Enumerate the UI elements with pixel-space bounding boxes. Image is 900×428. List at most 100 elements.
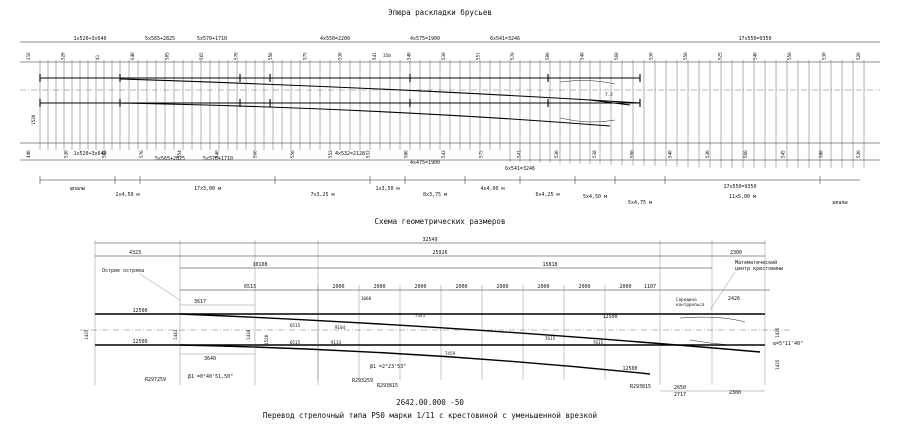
geom-rail-right-bottom: 12500 (622, 366, 637, 372)
spacing-label: 2000 (414, 284, 426, 290)
bottom-group-5: 4x475=1900 (410, 160, 440, 166)
small-number: 550 (787, 52, 793, 60)
segment-label: 5х4,75 м (628, 200, 652, 206)
small-number: 580 (818, 150, 824, 158)
label-frog-center: Математический центр крестовины (735, 260, 783, 272)
small-number: 580 (403, 150, 409, 158)
top-group-3: 5x570+1710 (197, 36, 227, 42)
angle-beta1: β1 =0°40'51,50" (188, 374, 233, 380)
segment-label: 6х4,25 м (535, 192, 559, 198)
segment-label: 2х4,50 м (115, 192, 139, 198)
small-number: 545 (781, 150, 787, 158)
top-group-4: 4x550=2200 (320, 36, 350, 42)
dim-1435a: 1435 (84, 329, 90, 340)
top-dim-1520: 1520 (31, 114, 37, 125)
small-number: 538 (592, 150, 598, 158)
top-group-7: 17x550=9350 (738, 36, 771, 42)
small-number: 41 (95, 54, 101, 60)
segment-label: шпалы (832, 200, 847, 206)
small-number: 540 (406, 52, 412, 60)
small-number: 552 (328, 150, 334, 158)
small-number: 575 (303, 52, 309, 60)
dim-7615b: 7615 (593, 340, 604, 346)
label-frog-center-line1: Математический (735, 260, 777, 266)
small-number: 550 (683, 52, 689, 60)
small-number: 551 (476, 52, 482, 60)
small-number: 530 (705, 150, 711, 158)
bottom-group-6: 6x541=3246 (505, 166, 535, 172)
dim-3640: 3640 (204, 356, 216, 362)
small-number: 540 (215, 150, 221, 158)
dim-7541: 7541 (415, 313, 426, 319)
dim-1435b: 1435 (775, 327, 781, 338)
segment-label: 5х4,50 м (583, 194, 607, 200)
bottom-small-numbers: 440 520 565 570 554 540 560 550 552 532 580 543 575 5… (26, 150, 862, 158)
spacing-right: 2426 (728, 296, 740, 302)
geom-rail-bottom-label: 12500 (132, 339, 147, 345)
dim-7459: 7459 (445, 351, 456, 357)
bottom-group-1: 1x520+3x640 (73, 151, 106, 157)
small-number: 560 (614, 52, 620, 60)
small-number: 541 (516, 150, 522, 158)
spacing-label: 2000 (332, 284, 344, 290)
small-number: 570 (234, 52, 240, 60)
label-frog-middle-line2: контррельса (676, 303, 705, 308)
dim-9133: 9133 (331, 340, 342, 346)
small-number: 550 (290, 150, 296, 158)
spacing-repeats: 2000 2000 2000 2000 2000 2000 2000 2000 (317, 284, 632, 380)
spacing-label: 2000 (496, 284, 508, 290)
top-group-5: 4x575=1900 (410, 36, 440, 42)
small-number: 530 (554, 150, 560, 158)
bottom-group-7: 17x550=9350 (723, 184, 756, 190)
radius-4: R293815 (630, 384, 651, 390)
small-number: 548 (579, 52, 585, 60)
segment-label: 11х5,00 м (729, 194, 756, 200)
dim-1060: 1060 (361, 296, 372, 302)
small-number: 532 (366, 150, 372, 158)
leader-switch-point (139, 273, 181, 301)
small-number: 525 (718, 52, 724, 60)
small-number: 520 (856, 150, 862, 158)
geom-frog-line (679, 316, 746, 323)
small-number: 530 (821, 52, 827, 60)
small-number: 575 (479, 150, 485, 158)
dim-total: 32549 (422, 237, 437, 243)
top-small-numbers: 216 520 41 640 585 565 570 550 575 530 541 540 538 55… (26, 52, 862, 60)
leader-frog-center (709, 271, 736, 311)
small-number: 550 (630, 150, 636, 158)
dim-1443: 1443 (173, 329, 179, 340)
geom-frog-line-2 (689, 339, 761, 346)
dim-bot-right1: 2650 (674, 385, 686, 391)
small-number: 580 (545, 52, 551, 60)
bottom-group-2: 5x565+2825 (155, 156, 185, 162)
dim-right: 2300 (730, 250, 742, 256)
dim-7615a: 7615 (545, 336, 556, 342)
small-number: 570 (139, 150, 145, 158)
segment-label: 8х3,75 м (423, 192, 447, 198)
length-segments: шпалы 2х4,50 м 17х3,00 м 7х3,25 м 1х3,50 м 8х… (39, 176, 848, 206)
segment-label: 17х3,00 м (194, 186, 221, 192)
segment-label: 4х4,00 м (480, 186, 504, 192)
bottom-group-3: 5x570+1710 (203, 156, 233, 162)
dim-bot-right3: 2300 (729, 390, 741, 396)
spacing-label: 2000 (619, 284, 631, 290)
frog-wing-lower (559, 117, 616, 123)
top-group-2: 5x565+2825 (145, 36, 175, 42)
label-frog-center-line2: центр крестовины (735, 266, 783, 272)
small-number: 540 (752, 52, 758, 60)
top-group-6: 6x541=3246 (490, 36, 520, 42)
spacing-label: 2000 (537, 284, 549, 290)
geom-diverge-2 (179, 344, 651, 375)
small-number: 560 (252, 150, 258, 158)
spacing-first: 6513 (244, 284, 256, 290)
geometry-scheme-title: Схема геометрических размеров (375, 217, 506, 226)
angle-alpha: α=5°11'40" (773, 341, 803, 347)
small-number: 550 (268, 52, 274, 60)
dim-1435c: 1435 (775, 359, 781, 370)
dim-1436: 1436 (246, 329, 252, 340)
geom-rail-top-label: 12500 (132, 308, 147, 314)
geom-rail-right-top: 12500 (602, 314, 617, 320)
dim-left: 4323 (129, 250, 141, 256)
small-number: 520 (61, 52, 67, 60)
